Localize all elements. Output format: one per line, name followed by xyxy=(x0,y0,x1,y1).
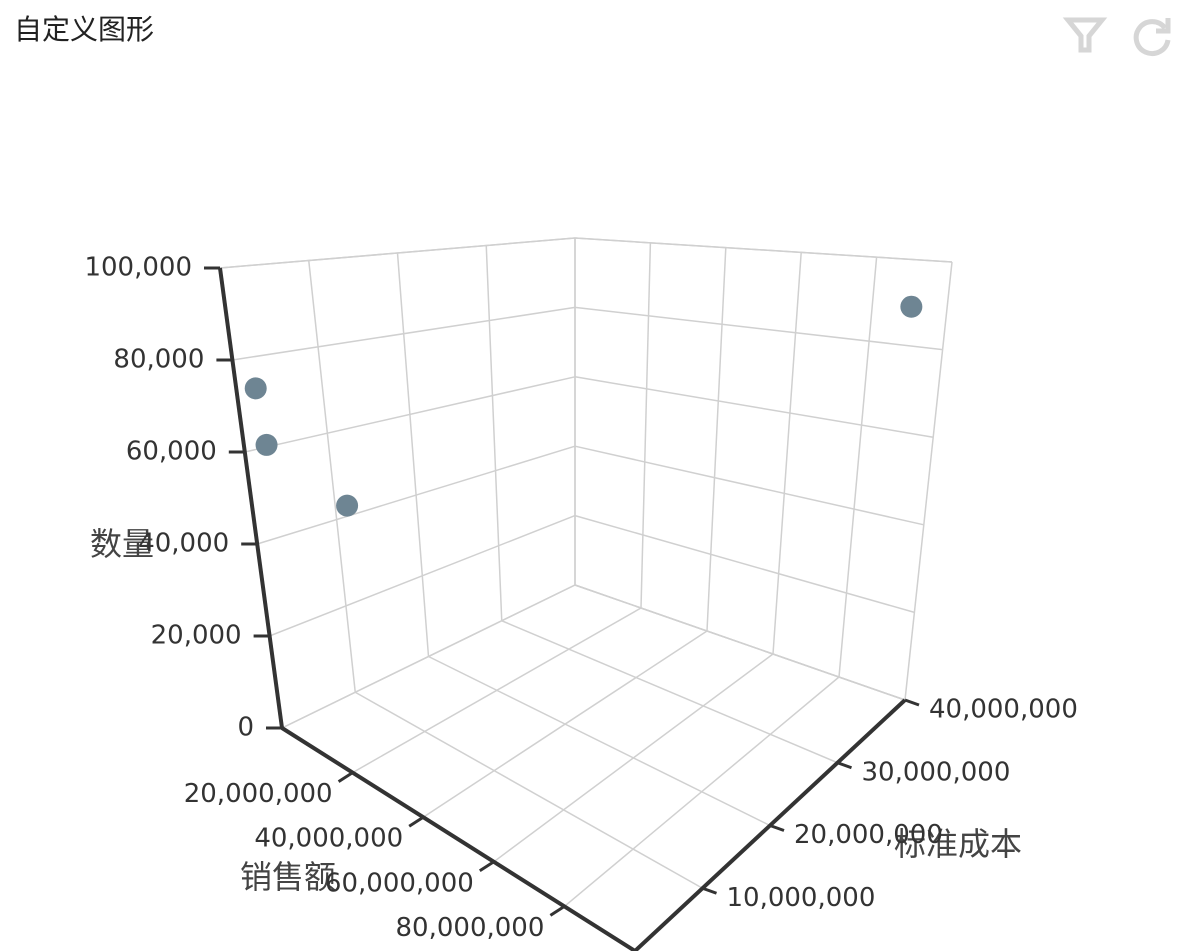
x-tick-label: 60,000,000 xyxy=(325,868,474,898)
grid-line xyxy=(574,376,934,438)
grid-line xyxy=(308,260,356,693)
point xyxy=(244,377,267,400)
x-tick xyxy=(408,815,425,828)
point xyxy=(900,295,923,318)
z-axis-label: 数量 xyxy=(90,525,154,563)
x-tick xyxy=(549,905,566,917)
z-tick-label: 100,000 xyxy=(84,253,192,283)
y-tick xyxy=(836,761,853,770)
y-axis-label: 标准成本 xyxy=(894,825,1022,863)
z-tick-label: 20,000 xyxy=(151,621,242,651)
grid-line xyxy=(574,306,943,351)
x-tick xyxy=(478,860,495,873)
y-tick-label: 40,000,000 xyxy=(929,695,1078,725)
y-tick-label: 20,000,000 xyxy=(794,820,943,850)
grid-line xyxy=(574,237,953,263)
grid-line xyxy=(574,514,915,614)
grid-line xyxy=(396,252,430,657)
x-tick-label: 20,000,000 xyxy=(184,779,333,809)
y-tick-label: 10,000,000 xyxy=(727,883,876,913)
grid-line xyxy=(485,245,503,621)
frame xyxy=(204,237,953,951)
point xyxy=(336,494,359,517)
z-axis xyxy=(218,267,284,729)
frame-edge xyxy=(904,261,953,701)
grid-line xyxy=(574,445,924,526)
chart-title: 自定义图形 xyxy=(14,13,154,46)
y-tick xyxy=(701,886,718,895)
y-tick xyxy=(904,698,920,707)
grid-line xyxy=(428,655,771,827)
grid-line xyxy=(772,252,802,655)
x-axis xyxy=(280,726,637,951)
filter-icon[interactable] xyxy=(1062,17,1108,53)
grid-line xyxy=(640,242,652,609)
x-tick-label: 80,000,000 xyxy=(396,913,545,943)
y-tick-label: 30,000,000 xyxy=(862,757,1011,787)
x-tick xyxy=(337,771,354,783)
grid-line xyxy=(501,620,838,764)
point xyxy=(255,433,278,456)
grid-line xyxy=(706,247,727,632)
x-axis-label: 销售额 xyxy=(240,858,336,896)
refresh-icon[interactable] xyxy=(1133,18,1171,57)
z-tick-label: 0 xyxy=(237,713,254,743)
z-tick-label: 60,000 xyxy=(126,437,217,467)
y-tick xyxy=(769,824,785,832)
grid-line xyxy=(838,257,878,678)
x-tick-label: 40,000,000 xyxy=(254,824,403,854)
z-tick-label: 80,000 xyxy=(113,345,204,375)
grid-line xyxy=(574,584,906,701)
z-tick-label: 40,000 xyxy=(138,529,229,559)
grid-line xyxy=(354,691,703,889)
